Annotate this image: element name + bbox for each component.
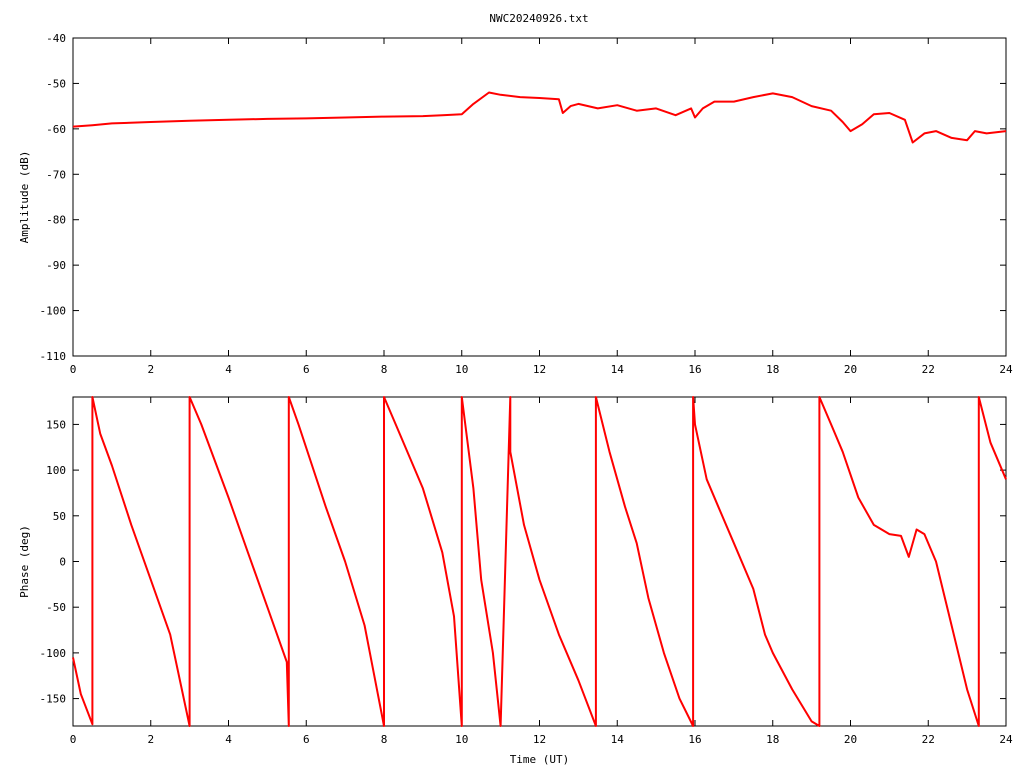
y-tick-label: -100 xyxy=(40,647,67,660)
x-tick-label: 2 xyxy=(147,733,154,746)
panel-0: 0 2 4 6 8 10 12 14 16 18 20 22 24-110-100-90-80-70-6… xyxy=(18,32,1013,376)
x-tick-label: 22 xyxy=(922,733,935,746)
chart-panels: 0 2 4 6 8 10 12 14 16 18 20 22 24-110-100-90-80-70-6… xyxy=(18,32,1013,766)
x-tick-label: 12 xyxy=(533,733,546,746)
x-tick-label: 4 xyxy=(225,363,232,376)
x-tick-label: 10 xyxy=(455,733,468,746)
x-tick-label: 22 xyxy=(922,363,935,376)
x-tick-label: 16 xyxy=(688,363,701,376)
y-tick-label: -150 xyxy=(40,693,67,706)
x-tick-label: 14 xyxy=(611,733,625,746)
x-tick-label: 14 xyxy=(611,363,625,376)
y-tick-label: -100 xyxy=(40,305,67,318)
x-tick-label: 12 xyxy=(533,363,546,376)
y-tick-label: 150 xyxy=(46,418,66,431)
x-tick-label: 18 xyxy=(766,733,779,746)
x-tick-label: 0 xyxy=(70,733,77,746)
x-tick-label: 16 xyxy=(688,733,701,746)
x-tick-label: 20 xyxy=(844,363,857,376)
y-tick-label: -70 xyxy=(46,168,66,181)
y-tick-label: -50 xyxy=(46,77,66,90)
x-tick-label: 24 xyxy=(999,363,1013,376)
x-tick-label: 10 xyxy=(455,363,468,376)
y-tick-label: 100 xyxy=(46,464,66,477)
y-tick-label: -80 xyxy=(46,214,66,227)
x-axis-label: Time (UT) xyxy=(510,753,570,766)
x-tick-label: 6 xyxy=(303,733,310,746)
x-tick-label: 0 xyxy=(70,363,77,376)
y-tick-label: 50 xyxy=(53,510,66,523)
plot-frame xyxy=(72,37,1007,357)
x-tick-label: 4 xyxy=(225,733,232,746)
series-line-0 xyxy=(72,91,1007,144)
x-tick-label: 2 xyxy=(147,363,154,376)
x-tick-label: 8 xyxy=(381,733,388,746)
y-tick-label: -60 xyxy=(46,123,66,136)
y-tick-label: -40 xyxy=(46,32,66,45)
plot-frame xyxy=(72,396,1007,727)
series-line-0 xyxy=(72,396,1007,727)
x-tick-label: 8 xyxy=(381,363,388,376)
x-tick-label: 18 xyxy=(766,363,779,376)
y-tick-label: -110 xyxy=(40,350,67,363)
x-tick-label: 24 xyxy=(999,733,1013,746)
y-tick-label: -90 xyxy=(46,259,66,272)
y-tick-label: -50 xyxy=(46,601,66,614)
panel-1: 0 2 4 6 8 10 12 14 16 18 20 22 24-150-100-5005010015… xyxy=(18,396,1013,766)
x-tick-label: 6 xyxy=(303,363,310,376)
y-axis-label: Amplitude (dB) xyxy=(18,151,31,244)
y-axis-label: Phase (deg) xyxy=(18,525,31,598)
x-tick-label: 20 xyxy=(844,733,857,746)
chart-title: NWC20240926.txt xyxy=(489,12,588,25)
y-tick-label: 0 xyxy=(59,556,66,569)
